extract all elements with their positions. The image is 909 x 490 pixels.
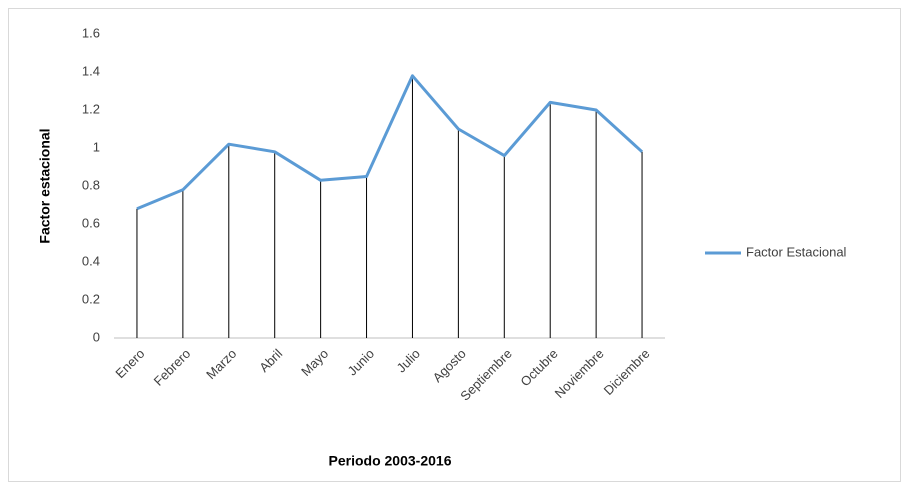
y-tick-label: 1.2 [82,101,100,116]
series-line [136,74,644,211]
chart-border [8,8,901,482]
y-tick-label: 0.8 [82,177,100,192]
y-tick-label: 1.6 [82,25,100,40]
y-tick-label: 0.4 [82,253,100,268]
y-tick-label: 0.6 [82,215,100,230]
legend-label: Factor Estacional [746,244,847,259]
y-tick-label: 0 [93,329,100,344]
y-axis-title: Factor estacional [37,128,53,243]
x-axis-title: Periodo 2003-2016 [329,453,452,469]
y-tick-label: 1.4 [82,63,100,78]
y-tick-label: 1 [93,139,100,154]
y-tick-label: 0.2 [82,291,100,306]
